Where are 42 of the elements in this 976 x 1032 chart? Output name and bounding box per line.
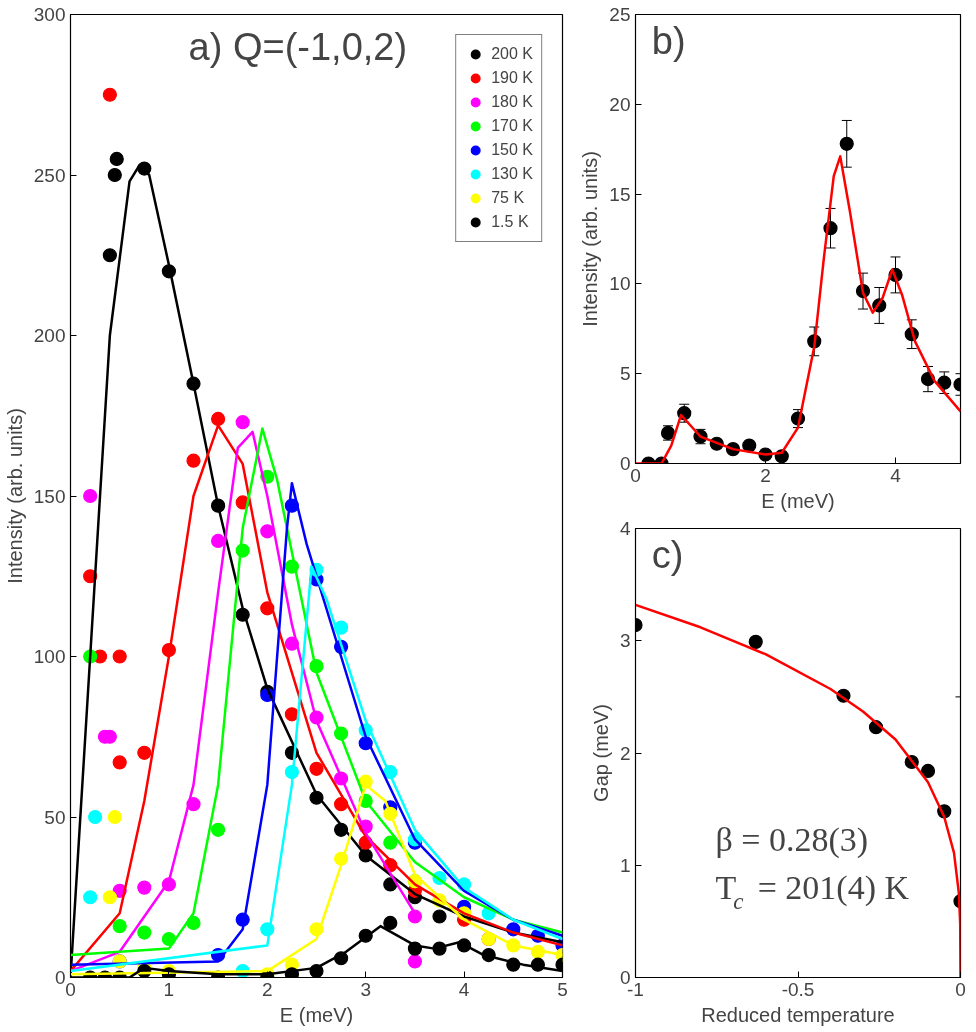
annotation: β = 0.28(3) [715,820,869,859]
y-tick-label: 200 [33,325,66,346]
x-tick-label: 0 [955,978,966,1000]
y-tick-label: 5 [619,363,631,385]
y-tick-label: 20 [609,93,631,115]
legend-label: 170 K [491,117,533,135]
y-tick-label: 4 [619,518,631,539]
x-tick-label: 3 [360,978,371,1000]
legend-label: 75 K [491,189,525,207]
x-tick-label: 4 [890,464,902,486]
y-axis-title: Intensity (arb. units) [3,408,26,584]
x-tick-label: 1 [163,978,175,1000]
x-axis-title: Reduced temperature [701,1003,895,1026]
legend-label: 200 K [491,45,533,63]
y-tick-label: 25 [609,4,631,25]
x-tick-label: 2 [760,464,771,486]
chart-title: b) [651,19,686,62]
y-tick-label: 3 [619,630,631,652]
legend-label: 130 K [491,165,533,183]
y-tick-label: 50 [44,806,66,828]
y-tick-label: 15 [609,183,631,205]
y-tick-label: 300 [33,4,66,25]
y-tick-label: 150 [33,485,66,507]
y-tick-label: 10 [609,273,631,295]
x-tick-label: 4 [458,978,470,1000]
x-tick-label: 5 [557,978,568,1000]
legend-label: 1.5 K [491,213,529,231]
y-axis-title: Intensity (arb. units) [579,151,602,327]
y-tick-label: 2 [619,742,631,764]
y-tick-label: 100 [33,646,66,667]
legend-label: 180 K [491,93,533,111]
y-tick-label: 1 [619,854,631,876]
chart-title: a) Q=(-1,0,2) [188,26,408,69]
y-tick-label: 250 [33,164,66,186]
legend-label: 150 K [491,141,533,159]
y-axis-title: Gap (meV) [589,704,612,802]
x-axis-title: E (meV) [761,489,835,512]
legend-label: 190 K [491,69,533,87]
x-axis-title: E (meV) [279,1003,354,1026]
x-tick-label: -0.5 [781,978,815,1000]
x-tick-label: 2 [262,978,273,1000]
chart-title: c) [651,533,684,576]
